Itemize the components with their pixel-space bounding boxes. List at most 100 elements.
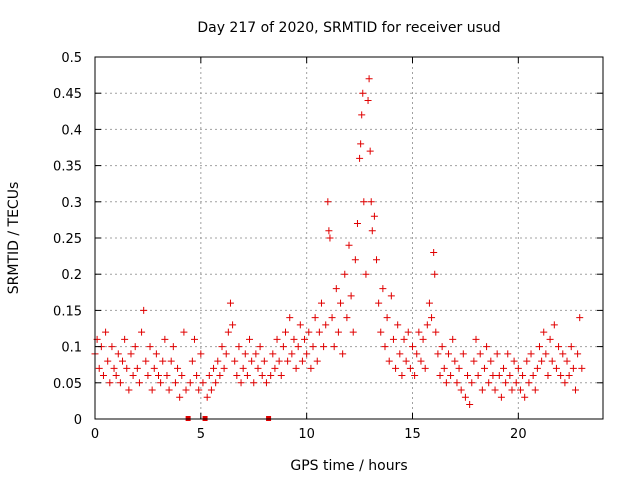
data-point [140,306,148,314]
data-point [514,364,522,372]
data-point [466,401,474,409]
data-point [417,357,425,365]
data-point [360,198,368,206]
data-point [286,314,294,322]
data-point [313,357,321,365]
data-point [519,372,527,380]
grid-lines [95,57,603,419]
data-point [440,364,448,372]
data-point [500,364,508,372]
data-point [476,350,484,358]
x-tick-label: 0 [91,427,99,442]
data-point [269,350,277,358]
data-point [394,321,402,329]
y-tick-label: 0 [74,413,82,428]
y-tick-labels: 0 0.05 0.1 0.15 0.2 0.25 0.3 0.35 0.4 0.45 0.5 [53,51,82,428]
data-point [207,386,215,394]
data-point [398,372,406,380]
x-tick-label: 15 [404,427,421,442]
data-point [216,372,224,380]
data-point [546,335,554,343]
data-point [533,364,541,372]
data-point [550,321,558,329]
data-point [576,314,584,322]
data-point [480,364,488,372]
data-point [370,212,378,220]
data-point [447,372,455,380]
y-tick-label: 0.45 [53,87,82,102]
data-point [226,299,234,307]
data-point [106,379,114,387]
data-point [104,357,112,365]
y-tick-label: 0.05 [53,377,82,392]
data-point [332,285,340,293]
data-point [252,350,260,358]
data-point [563,357,571,365]
data-point [353,220,361,228]
data-point [248,357,256,365]
data-point [290,335,298,343]
data-point [250,379,258,387]
data-point [387,292,395,300]
data-point [325,227,333,235]
x-axis-label: GPS time / hours [290,458,407,474]
data-point [112,372,120,380]
data-point [205,372,213,380]
data-point [421,364,429,372]
data-point [385,357,393,365]
data-point [525,379,533,387]
data-point [233,372,241,380]
data-point [203,393,211,401]
data-point [538,357,546,365]
data-point [301,335,309,343]
data-point [180,328,188,336]
data-point [108,343,116,351]
y-tick-label: 0.1 [61,341,82,356]
data-point [99,372,107,380]
data-point [129,372,137,380]
data-point [567,343,575,351]
data-point [389,335,397,343]
data-point [271,364,279,372]
data-point [267,372,275,380]
data-point [491,386,499,394]
data-point [510,357,518,365]
data-point [199,379,207,387]
data-point [241,350,249,358]
data-point [508,386,516,394]
y-tick-label: 0.3 [61,196,82,211]
data-point [423,321,431,329]
data-point [411,372,419,380]
data-point [540,328,548,336]
data-point [218,343,226,351]
data-point [497,393,505,401]
data-point [144,372,152,380]
axis-ticks [94,56,603,420]
data-point [110,364,118,372]
data-point [529,372,537,380]
data-point [578,364,586,372]
data-point [438,343,446,351]
data-point [343,314,351,322]
data-point [357,140,365,148]
data-point [548,357,556,365]
x-tick-label: 5 [197,427,205,442]
data-point [212,379,220,387]
data-point [320,343,328,351]
data-point [214,357,222,365]
data-point [246,335,254,343]
data-point [169,343,177,351]
data-point [152,350,160,358]
data-point [512,379,520,387]
data-point [121,335,129,343]
data-point [317,299,325,307]
data-point [159,357,167,365]
data-point [161,335,169,343]
data-point [197,350,205,358]
data-point [493,350,501,358]
data-point [396,350,404,358]
y-tick-label: 0.2 [61,268,82,283]
data-point [449,335,457,343]
data-point [516,386,524,394]
data-point [148,386,156,394]
